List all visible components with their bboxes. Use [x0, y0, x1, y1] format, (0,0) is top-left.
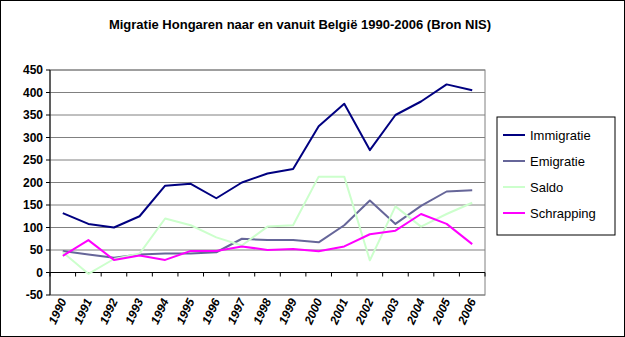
grid-line — [50, 272, 485, 273]
x-tick-label: 1999 — [276, 296, 300, 326]
legend-label: Immigratie — [530, 128, 591, 143]
y-tick — [46, 160, 50, 161]
y-tick — [46, 295, 50, 296]
y-tick — [46, 205, 50, 206]
y-tick-label: 250 — [23, 153, 43, 167]
grid-line — [50, 205, 485, 206]
y-tick-label: 300 — [23, 131, 43, 145]
plot-area — [50, 70, 485, 295]
x-tick — [485, 273, 486, 277]
legend-swatch — [503, 212, 525, 214]
x-tick — [75, 273, 76, 277]
y-tick — [46, 227, 50, 228]
x-tick — [229, 273, 230, 277]
x-tick — [203, 273, 204, 277]
series-group — [63, 84, 472, 273]
x-tick — [126, 273, 127, 277]
grid-line — [50, 160, 485, 161]
x-tick — [254, 273, 255, 277]
x-tick-label: 2004 — [403, 296, 428, 327]
y-tick-label: 450 — [23, 63, 43, 77]
x-tick-label: 1993 — [122, 296, 146, 326]
y-tick — [46, 137, 50, 138]
x-tick — [50, 273, 51, 277]
x-tick-label: 1997 — [225, 295, 250, 326]
legend — [497, 117, 615, 235]
y-tick-label: -50 — [26, 288, 44, 302]
series-line — [63, 214, 472, 260]
x-tick-label: 1990 — [46, 296, 70, 326]
legend-label: Emigratie — [530, 154, 585, 169]
x-tick-label: 2005 — [429, 296, 454, 327]
legend-label: Schrapping — [530, 206, 596, 221]
grid-line — [50, 115, 485, 116]
x-tick-label: 1998 — [250, 296, 274, 326]
y-tick-label: 150 — [23, 198, 43, 212]
x-tick-label: 2006 — [455, 296, 480, 327]
x-tick-label: 2002 — [352, 296, 377, 327]
grid-line — [50, 92, 485, 93]
y-tick — [46, 92, 50, 93]
x-tick-label: 1992 — [97, 296, 121, 326]
x-tick — [305, 273, 306, 277]
x-tick-label: 1991 — [71, 296, 95, 326]
x-tick-label: 1996 — [199, 296, 223, 326]
y-tick-label: 350 — [23, 108, 43, 122]
y-tick-label: 200 — [23, 176, 43, 190]
y-tick-label: 100 — [23, 221, 43, 235]
grid-line — [50, 182, 485, 183]
y-tick — [46, 115, 50, 116]
chart-frame — [1, 1, 625, 337]
x-axis — [50, 272, 485, 273]
legend-swatch — [503, 134, 525, 136]
x-tick — [177, 273, 178, 277]
x-tick-label: 2001 — [327, 296, 352, 327]
chart: Migratie Hongaren naar en vanuit België … — [0, 0, 625, 337]
y-tick — [46, 182, 50, 183]
x-tick — [408, 273, 409, 277]
y-tick-label: 400 — [23, 86, 43, 100]
grid-line — [50, 137, 485, 138]
grid-line — [50, 295, 485, 296]
y-tick — [46, 250, 50, 251]
legend-swatch — [503, 186, 525, 188]
x-tick — [101, 273, 102, 277]
x-tick — [331, 273, 332, 277]
x-tick-label: 1994 — [148, 296, 172, 326]
grid-line — [50, 70, 485, 71]
x-tick — [357, 273, 358, 277]
x-tick-label: 2003 — [378, 296, 403, 327]
y-tick — [46, 272, 50, 273]
series-line — [63, 84, 472, 227]
series-line — [63, 190, 472, 258]
legend-label: Saldo — [530, 180, 563, 195]
y-tick-label: 0 — [36, 266, 43, 280]
legend-swatch — [503, 160, 525, 162]
series-line — [63, 177, 472, 274]
title: Migratie Hongaren naar en vanuit België … — [109, 17, 491, 32]
x-tick — [433, 273, 434, 277]
x-tick — [382, 273, 383, 277]
x-tick — [459, 273, 460, 277]
x-tick-label: 2000 — [301, 296, 326, 327]
y-tick — [46, 70, 50, 71]
x-tick — [152, 273, 153, 277]
x-tick-label: 1995 — [173, 296, 197, 326]
y-axis — [50, 70, 51, 295]
y-tick-label: 50 — [30, 243, 44, 257]
x-tick — [280, 273, 281, 277]
